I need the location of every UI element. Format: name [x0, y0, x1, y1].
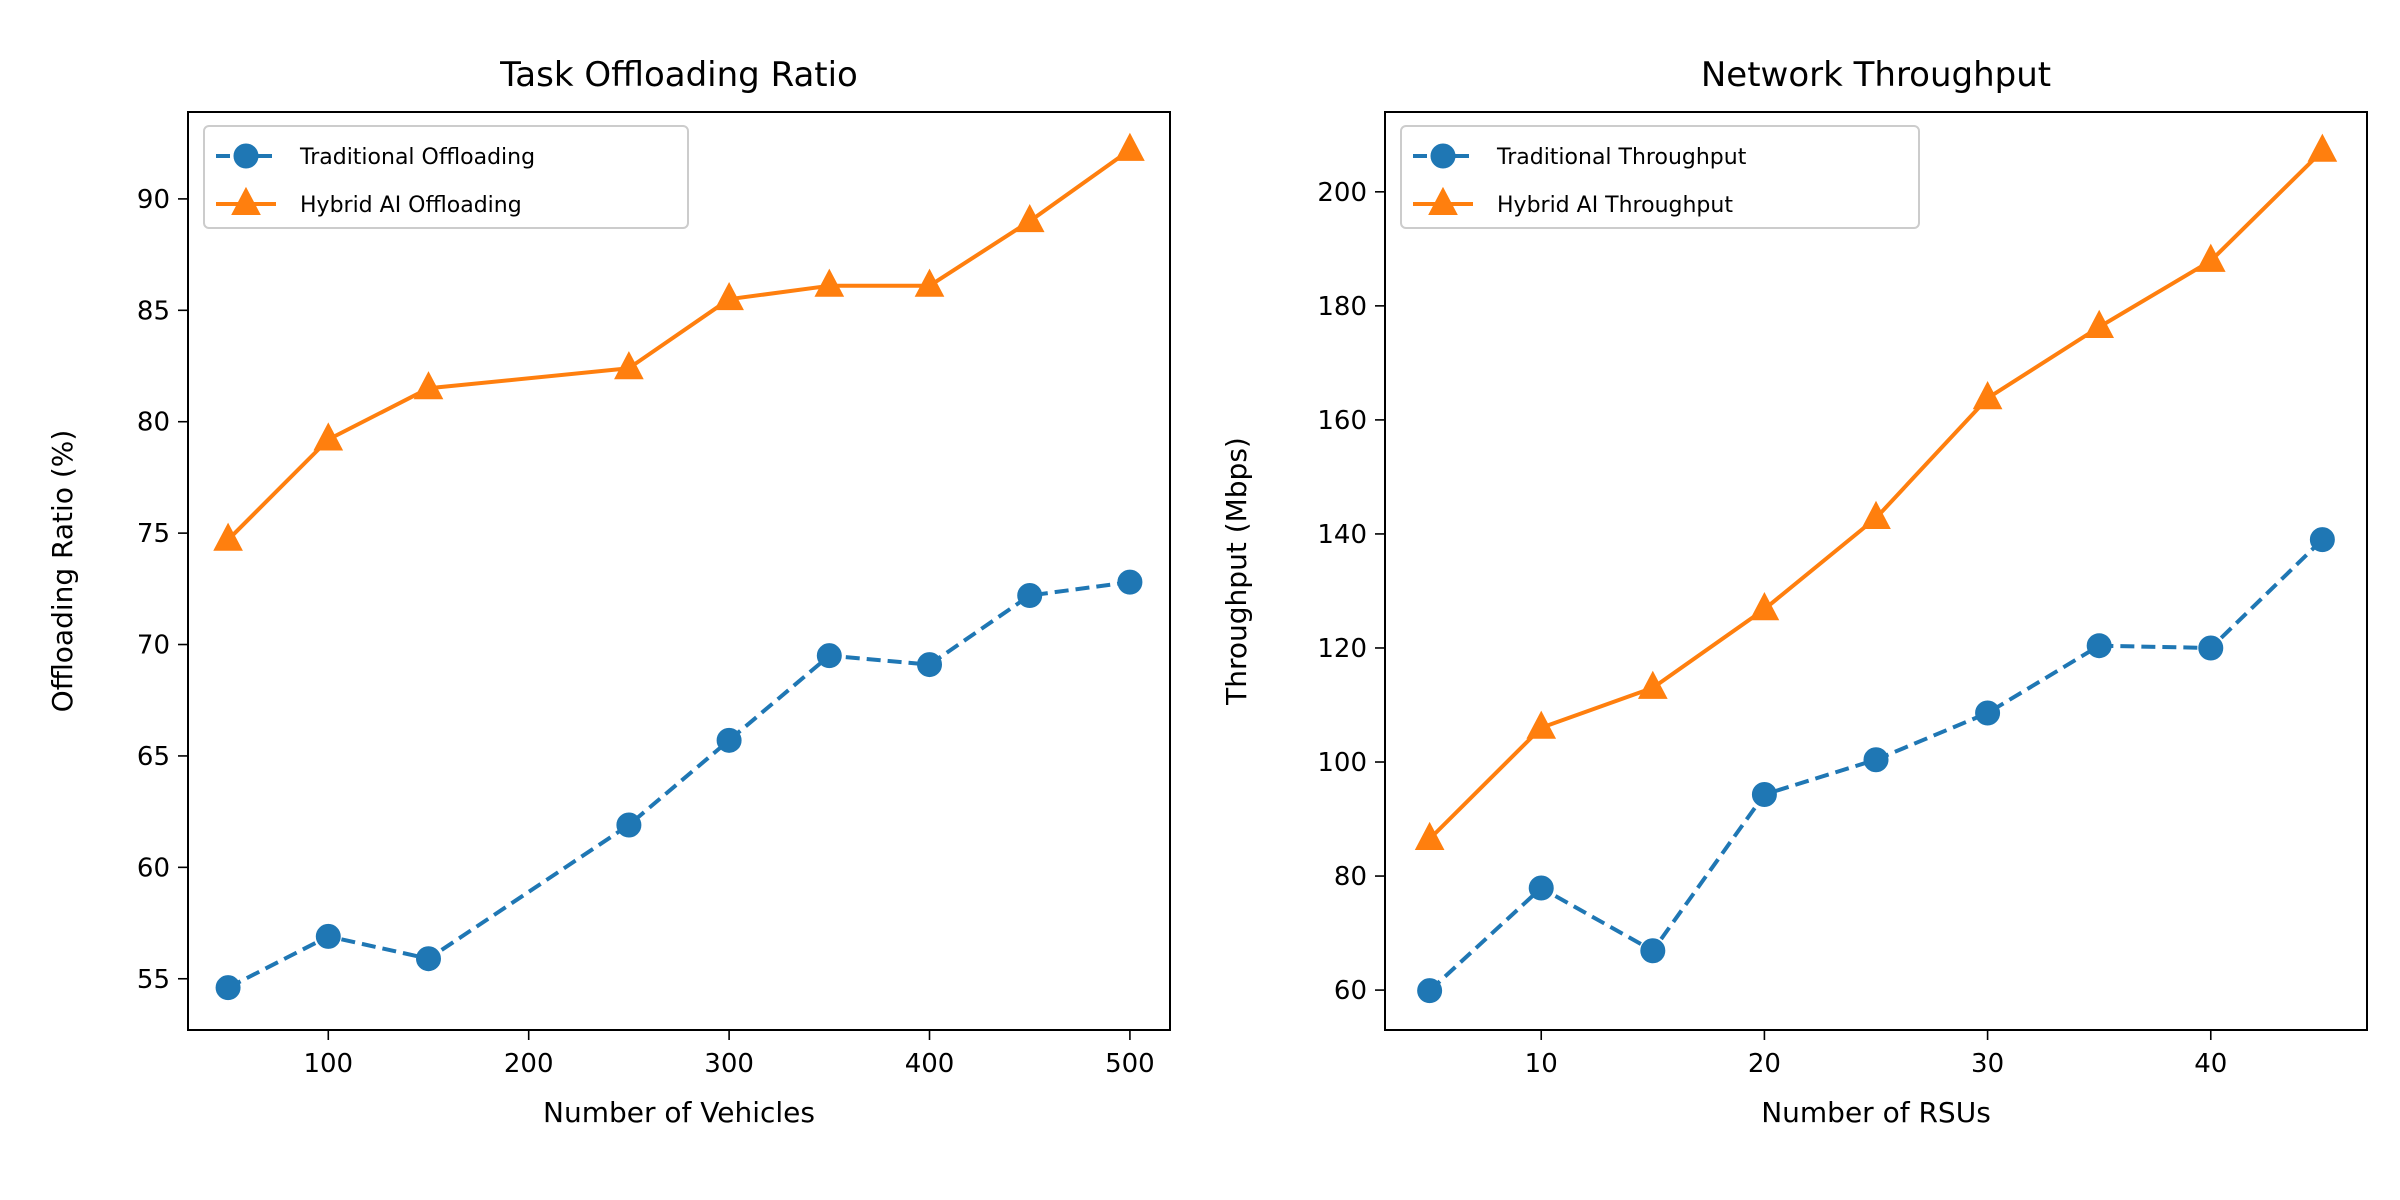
chart2-series-1-point — [2086, 633, 2112, 659]
chart1-series-2 — [213, 132, 1145, 551]
chart1-series-1 — [215, 569, 1143, 1001]
chart2-title: Network Throughput — [1701, 55, 2051, 95]
chart1-series-1-point — [1017, 583, 1043, 609]
chart2-ytick-label: 80 — [1334, 862, 1367, 892]
chart2-series-1-point — [1751, 782, 1777, 808]
chart1-ytick-label: 80 — [137, 408, 170, 438]
chart2-series-1-point — [1975, 700, 2001, 726]
chart2-series-1-point — [1640, 938, 1666, 964]
chart1-legend-box — [203, 125, 689, 229]
chart2-ytick-label: 60 — [1334, 976, 1367, 1006]
chart2-legend-marker-1 — [1430, 143, 1456, 169]
chart1-ytick-label: 65 — [137, 742, 170, 772]
chart1-ytick-label: 85 — [137, 296, 170, 326]
chart1-series-1-point — [917, 652, 943, 678]
chart2-ylabel: Throughput (Mbps) — [1220, 437, 1253, 706]
chart1-xtick-label: 300 — [704, 1049, 754, 1079]
chart1-series-2-point — [814, 268, 845, 297]
chart2-xtick-label: 40 — [2194, 1049, 2227, 1079]
chart1-title: Task Offloading Ratio — [499, 55, 858, 95]
chart1-legend: Traditional Offloading Hybrid AI Offloadi… — [203, 125, 689, 229]
chart1-ytick-label: 55 — [137, 965, 170, 995]
chart2-series-2-point — [1861, 500, 1891, 529]
chart1-series-2-point — [213, 522, 243, 551]
chart1-xtick-label: 200 — [504, 1049, 554, 1079]
chart1-ytick-label: 90 — [137, 185, 170, 215]
chart2-legend-label-1: Traditional Throughput — [1496, 145, 1747, 170]
chart1-series-2-point — [413, 371, 444, 400]
chart2-ytick-label: 160 — [1317, 406, 1367, 436]
chart2-series-2-point — [1972, 381, 2003, 410]
chart1-legend-marker-1 — [233, 143, 259, 169]
chart1-series-1-point — [716, 727, 742, 753]
chart2-legend-label-2: Hybrid AI Throughput — [1497, 193, 1733, 218]
chart1-series-2-point — [1014, 204, 1045, 233]
chart2-ytick-label: 180 — [1317, 292, 1367, 322]
chart2-legend-box — [1400, 125, 1920, 229]
chart2-series-1-point — [1528, 875, 1554, 901]
chart1-series-2-point — [614, 351, 644, 380]
chart2-ytick-label: 120 — [1317, 634, 1367, 664]
chart2: Network Throughput 10 20 30 40 60 80 100 120 140 1… — [1220, 55, 2368, 1129]
chart1-series-2-point — [1115, 132, 1145, 161]
chart2-series-2-point — [2084, 309, 2115, 338]
chart2-ytick-label: 200 — [1317, 178, 1367, 208]
chart1-series-1-point — [616, 812, 642, 838]
chart2-series-2 — [1414, 133, 2338, 850]
chart2-series-2-line — [1428, 149, 2324, 841]
chart2-xtick-label: 30 — [1971, 1049, 2004, 1079]
chart1-ytick-label: 60 — [137, 853, 170, 883]
chart2-series-1-point — [2198, 635, 2224, 661]
chart1: Task Offloading Ratio 100 200 300 400 500 55 60… — [46, 55, 1171, 1129]
chart2-series-2-point — [1526, 710, 1557, 739]
chart1-xtick-label: 500 — [1105, 1049, 1155, 1079]
chart1-series-1-point — [315, 923, 341, 949]
chart2-axes-frame — [1384, 111, 2368, 1031]
chart1-series-2-point — [313, 422, 344, 451]
chart1-xtick-label: 400 — [905, 1049, 955, 1079]
chart2-series-1-point — [2309, 527, 2335, 553]
chart1-xtick-label: 100 — [303, 1049, 353, 1079]
chart2-series-2-point — [1414, 821, 1445, 850]
chart1-legend-marker-2 — [231, 186, 261, 215]
chart1-ytick-label: 75 — [137, 519, 170, 549]
chart2-xtick-label: 20 — [1748, 1049, 1781, 1079]
chart1-series-2-point — [714, 281, 744, 311]
chart1-series-1-point — [816, 643, 842, 669]
chart2-series-2-point — [1749, 592, 1780, 621]
chart2-series-2-point — [2195, 243, 2226, 272]
chart2-ytick-label: 140 — [1317, 520, 1367, 550]
chart1-xlabel: Number of Vehicles — [543, 1096, 815, 1129]
chart2-series-1-point — [1863, 747, 1889, 773]
chart1-ytick-label: 70 — [137, 631, 170, 661]
chart1-legend-label-2: Hybrid AI Offloading — [300, 193, 522, 218]
chart1-legend-label-1: Traditional Offloading — [299, 145, 535, 170]
chart2-legend: Traditional Throughput Hybrid AI Throughp… — [1400, 125, 1920, 229]
chart2-legend-marker-2 — [1428, 186, 1458, 215]
chart1-axes-frame — [187, 111, 1171, 1031]
chart1-series-1-line — [227, 580, 1131, 990]
chart2-xlabel: Number of RSUs — [1761, 1096, 1991, 1129]
chart2-series-1-point — [1417, 978, 1443, 1004]
chart1-series-1-point — [415, 946, 441, 972]
chart1-series-1-point — [1117, 569, 1143, 595]
chart2-ytick-label: 100 — [1317, 748, 1367, 778]
chart1-ylabel: Offloading Ratio (%) — [46, 430, 79, 713]
chart2-xtick-label: 10 — [1525, 1049, 1558, 1079]
chart2-series-2-point — [2307, 133, 2338, 162]
chart1-series-2-point — [914, 268, 945, 297]
chart2-series-1 — [1417, 527, 2335, 1004]
chart1-series-1-point — [215, 975, 241, 1001]
chart2-series-2-point — [1637, 670, 1668, 699]
